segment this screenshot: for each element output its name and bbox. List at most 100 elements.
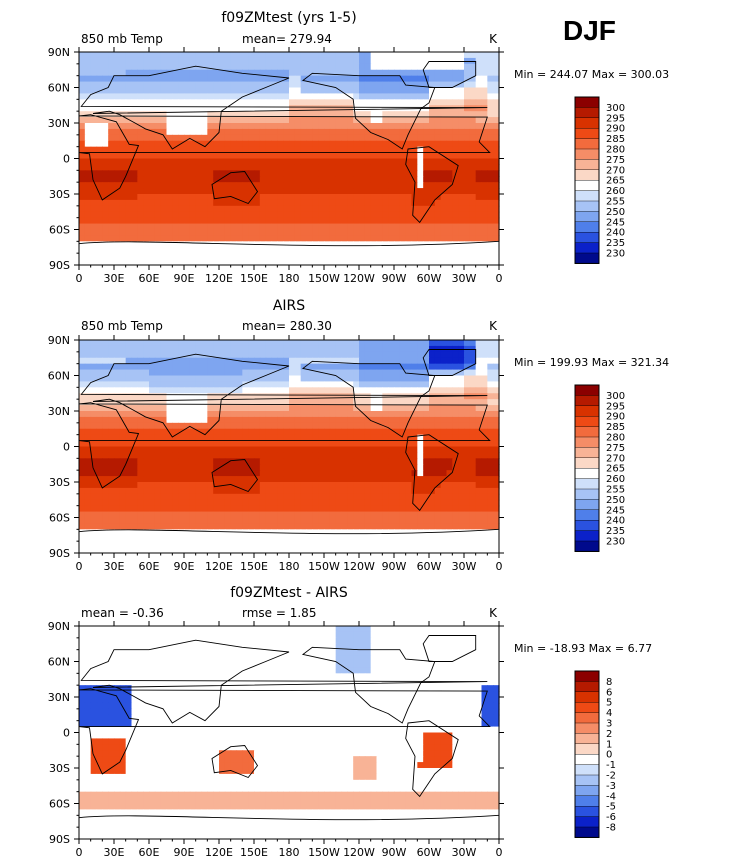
field-cell [324,428,331,436]
field-cell [90,99,98,106]
field-cell [347,75,354,83]
field-cell [131,387,138,394]
field-cell [458,476,465,483]
field-cell [429,434,436,442]
field-cell [283,205,290,213]
field-cell [411,158,418,166]
field-cell [178,259,185,266]
field-cell [79,63,86,71]
field-cell [114,387,121,394]
field-cell [335,482,343,489]
field-cell [318,229,325,237]
field-cell [160,123,168,130]
field-cell [329,452,337,459]
field-cell [149,253,156,260]
field-cell [341,81,348,89]
field-cell [487,399,494,406]
field-cell [469,440,477,448]
field-cell [230,381,238,388]
field-cell [265,511,273,519]
field-cell [201,199,208,207]
field-cell [359,387,366,394]
field-cell [277,464,284,471]
field-cell [178,69,185,77]
field-cell [242,152,249,160]
field-cell [230,182,238,189]
field-cell [440,499,448,507]
field-cell [219,211,226,219]
field-cell [411,440,418,448]
field-cell [417,399,424,406]
field-cell [434,229,442,237]
field-cell [259,505,267,513]
field-cell [195,229,203,237]
field-cell [84,199,92,207]
field-cell [172,63,179,71]
field-cell [242,52,249,59]
field-cell [230,87,238,95]
field-cell [178,369,185,377]
field-cell [446,182,453,189]
field-cell [154,123,162,130]
field-cell [230,411,238,418]
field-cell [143,57,150,65]
field-cell [79,428,86,436]
field-cell [259,123,267,130]
field-cell [102,235,109,242]
field-cell [242,499,249,507]
field-cell [131,93,138,100]
field-cell [300,487,308,495]
field-cell [149,81,156,89]
field-cell [102,464,109,471]
field-cell [359,440,366,448]
field-cell [411,87,418,95]
field-cell [154,493,162,501]
field-cell [96,387,103,394]
field-cell [481,199,488,207]
field-cell [114,253,121,260]
field-cell [405,345,413,353]
field-cell [178,416,185,424]
field-cell [458,140,465,148]
field-cell [329,381,337,388]
field-cell [434,134,442,142]
field-cell [189,253,197,260]
field-cell [347,470,354,477]
field-cell [224,164,232,171]
field-cell [353,199,360,207]
field-cell [201,470,208,477]
field-cell [236,458,243,465]
field-cell [102,493,109,501]
field-cell [312,375,319,383]
field-cell [370,464,378,471]
field-cell [242,140,249,148]
field-cell [423,52,430,59]
field-cell [119,152,127,160]
field-cell [84,247,92,254]
field-cell [394,363,401,371]
field-cell [219,152,226,160]
field-cell [90,470,98,477]
field-cell [271,99,278,106]
field-cell [335,357,343,365]
field-cell [335,99,343,106]
field-cell [213,375,220,383]
field-cell [108,381,115,388]
field-cell [172,416,179,424]
field-cell [143,399,150,406]
field-cell [306,63,313,71]
field-cell [114,152,121,160]
field-cell [493,405,500,412]
field-cell [347,211,354,219]
field-cell [125,369,133,377]
field-cell [382,357,389,365]
field-cell [172,482,179,489]
field-cell [475,217,483,225]
field-cell [388,464,395,471]
statistic-label: mean= 280.30 [242,319,332,333]
field-cell [283,128,290,136]
field-cell [219,476,226,483]
field-cell [469,111,477,118]
field-cell [242,511,249,519]
field-cell [464,229,471,237]
